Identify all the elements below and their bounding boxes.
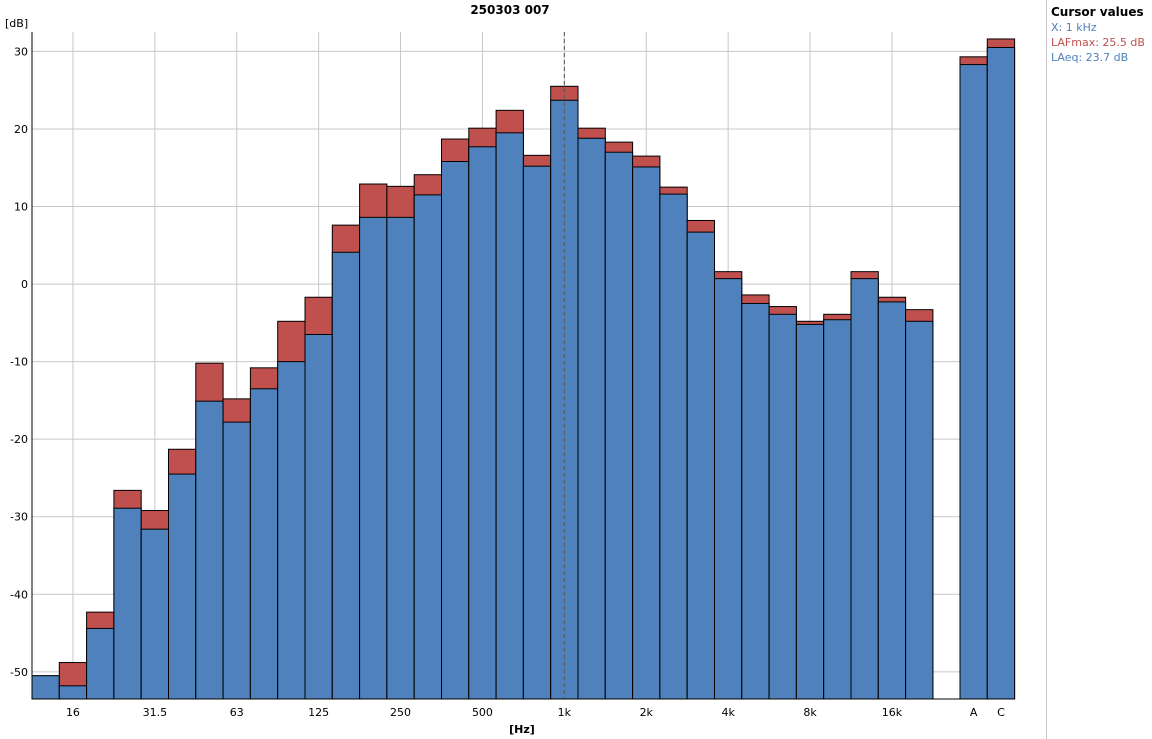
spectrum-chart[interactable]: 250303 007 [dB] [Hz] 30 20 10 0 -10 -20 -30 -40… (0, 0, 1046, 739)
x-tick-label: 500 (472, 706, 493, 719)
bar-laeq (905, 320, 934, 700)
x-tick-label: 16 (66, 706, 80, 719)
x-tick-label: 250 (390, 706, 411, 719)
bar-laeq (495, 132, 524, 700)
bar-laeq (58, 685, 88, 700)
bar-laeq (441, 161, 470, 700)
bar-laeq (304, 333, 333, 700)
bar-laeq (222, 421, 251, 700)
x-tick-labels: 16 31.5 63 125 250 500 1k 2k 4k 8k 16k A C (66, 706, 1005, 719)
x-tick-label: C (997, 706, 1005, 719)
bars (31, 38, 1016, 700)
chart-title: 250303 007 (470, 3, 549, 17)
bar-laeq (386, 216, 415, 700)
y-tick-label: -50 (10, 666, 28, 679)
x-axis-label: [Hz] (509, 723, 535, 736)
bar-laeq (86, 627, 115, 700)
x-tick-label: 31.5 (143, 706, 168, 719)
bar-laeq (850, 278, 879, 700)
bar-laeq (877, 301, 907, 700)
bar-laeq (140, 528, 169, 700)
cursor-values-title: Cursor values (1051, 5, 1144, 19)
bar-laeq (659, 193, 688, 700)
bar-laeq (168, 473, 197, 700)
y-tick-label: 20 (14, 123, 28, 136)
bar-laeq (795, 323, 825, 700)
bar-laeq (986, 47, 1016, 700)
bar-laeq (413, 194, 443, 700)
bar-laeq (195, 400, 224, 700)
bar-laeq (522, 165, 552, 700)
bar-laeq (113, 507, 142, 700)
y-tick-label: 10 (14, 201, 28, 214)
cursor-lafmax-value: LAFmax: 25.5 dB (1051, 36, 1145, 49)
bar-laeq (31, 675, 60, 700)
y-tick-label: 30 (14, 45, 28, 58)
bar-laeq (604, 151, 634, 700)
x-tick-label: 1k (558, 706, 572, 719)
y-tick-label: -20 (10, 433, 28, 446)
bar-laeq (249, 388, 279, 700)
y-tick-labels: 30 20 10 0 -10 -20 -30 -40 -50 (10, 45, 28, 678)
axes (31, 32, 1015, 700)
y-tick-label: -40 (10, 588, 28, 601)
bar-laeq (331, 251, 361, 700)
y-tick-label: 0 (21, 278, 28, 291)
y-tick-label: -10 (10, 356, 28, 369)
bar-laeq (577, 137, 606, 700)
bar-laeq (768, 313, 797, 700)
bar-laeq (959, 64, 988, 700)
bar-laeq (714, 278, 743, 700)
x-tick-label: A (970, 706, 978, 719)
bar-laeq (823, 319, 852, 700)
x-tick-label: 4k (721, 706, 735, 719)
bar-laeq (359, 216, 388, 700)
x-tick-label: 125 (308, 706, 329, 719)
cursor-values-panel: Cursor values X: 1 kHz LAFmax: 25.5 dB L… (1046, 0, 1151, 739)
y-tick-label: -30 (10, 511, 28, 524)
bar-laeq (468, 146, 497, 700)
x-tick-label: 16k (882, 706, 903, 719)
x-tick-label: 63 (230, 706, 244, 719)
bar-laeq (686, 231, 716, 700)
bar-laeq (277, 361, 306, 700)
x-tick-label: 2k (640, 706, 654, 719)
x-tick-label: 8k (803, 706, 817, 719)
bar-laeq (741, 302, 770, 700)
bar-laeq (632, 166, 661, 700)
cursor-x-value: X: 1 kHz (1051, 21, 1097, 34)
y-axis-label: [dB] (5, 17, 28, 30)
cursor-laeq-value: LAeq: 23.7 dB (1051, 51, 1129, 64)
